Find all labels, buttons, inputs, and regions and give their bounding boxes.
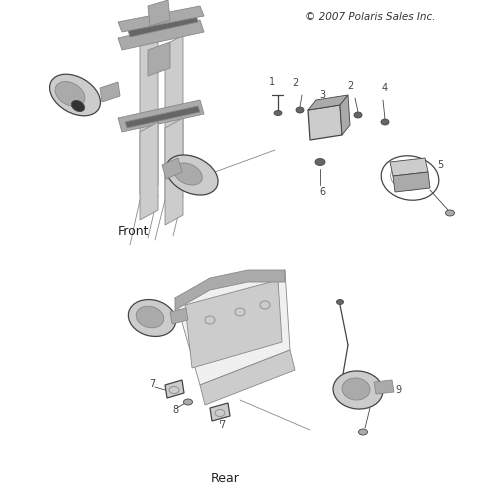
Text: 5: 5 [437,160,443,170]
Polygon shape [118,6,204,32]
Polygon shape [175,270,285,310]
Polygon shape [393,172,430,192]
Ellipse shape [55,82,85,106]
Polygon shape [308,95,348,110]
Polygon shape [210,403,230,421]
Polygon shape [148,0,170,26]
Polygon shape [125,106,200,128]
Text: 4: 4 [382,83,388,93]
Polygon shape [308,105,342,140]
Polygon shape [100,82,120,102]
Polygon shape [185,280,282,368]
Text: 9: 9 [395,385,401,395]
Ellipse shape [50,74,100,116]
Ellipse shape [166,155,218,195]
Text: 7: 7 [219,420,225,430]
Text: Front: Front [118,225,150,238]
Text: 2: 2 [347,81,353,91]
Text: 8: 8 [172,405,178,415]
Ellipse shape [446,210,454,216]
Text: Rear: Rear [210,472,240,484]
Polygon shape [374,380,394,394]
Ellipse shape [274,110,282,116]
Text: 3: 3 [319,90,325,100]
Polygon shape [165,380,184,398]
Text: 7: 7 [149,379,155,389]
Polygon shape [175,270,290,385]
Polygon shape [162,158,182,179]
Ellipse shape [174,163,202,185]
Ellipse shape [184,399,192,405]
Ellipse shape [315,158,325,166]
Text: © 2007 Polaris Sales Inc.: © 2007 Polaris Sales Inc. [305,12,435,22]
Text: 2: 2 [292,78,298,88]
Polygon shape [128,15,198,37]
Polygon shape [390,158,428,176]
Ellipse shape [381,119,389,125]
Ellipse shape [136,306,164,328]
Ellipse shape [342,378,370,400]
Polygon shape [140,122,158,220]
Ellipse shape [333,371,383,409]
Polygon shape [340,95,350,135]
Polygon shape [148,42,170,76]
Polygon shape [200,350,295,405]
Ellipse shape [72,100,85,112]
Polygon shape [140,30,158,195]
Ellipse shape [354,112,362,118]
Polygon shape [118,20,204,50]
Text: 1: 1 [269,77,275,87]
Polygon shape [165,35,183,200]
Text: 6: 6 [319,187,325,197]
Polygon shape [170,308,188,324]
Polygon shape [165,118,183,225]
Ellipse shape [336,300,344,304]
Polygon shape [118,100,204,132]
Ellipse shape [128,300,176,337]
Ellipse shape [296,107,304,113]
Ellipse shape [358,429,368,435]
